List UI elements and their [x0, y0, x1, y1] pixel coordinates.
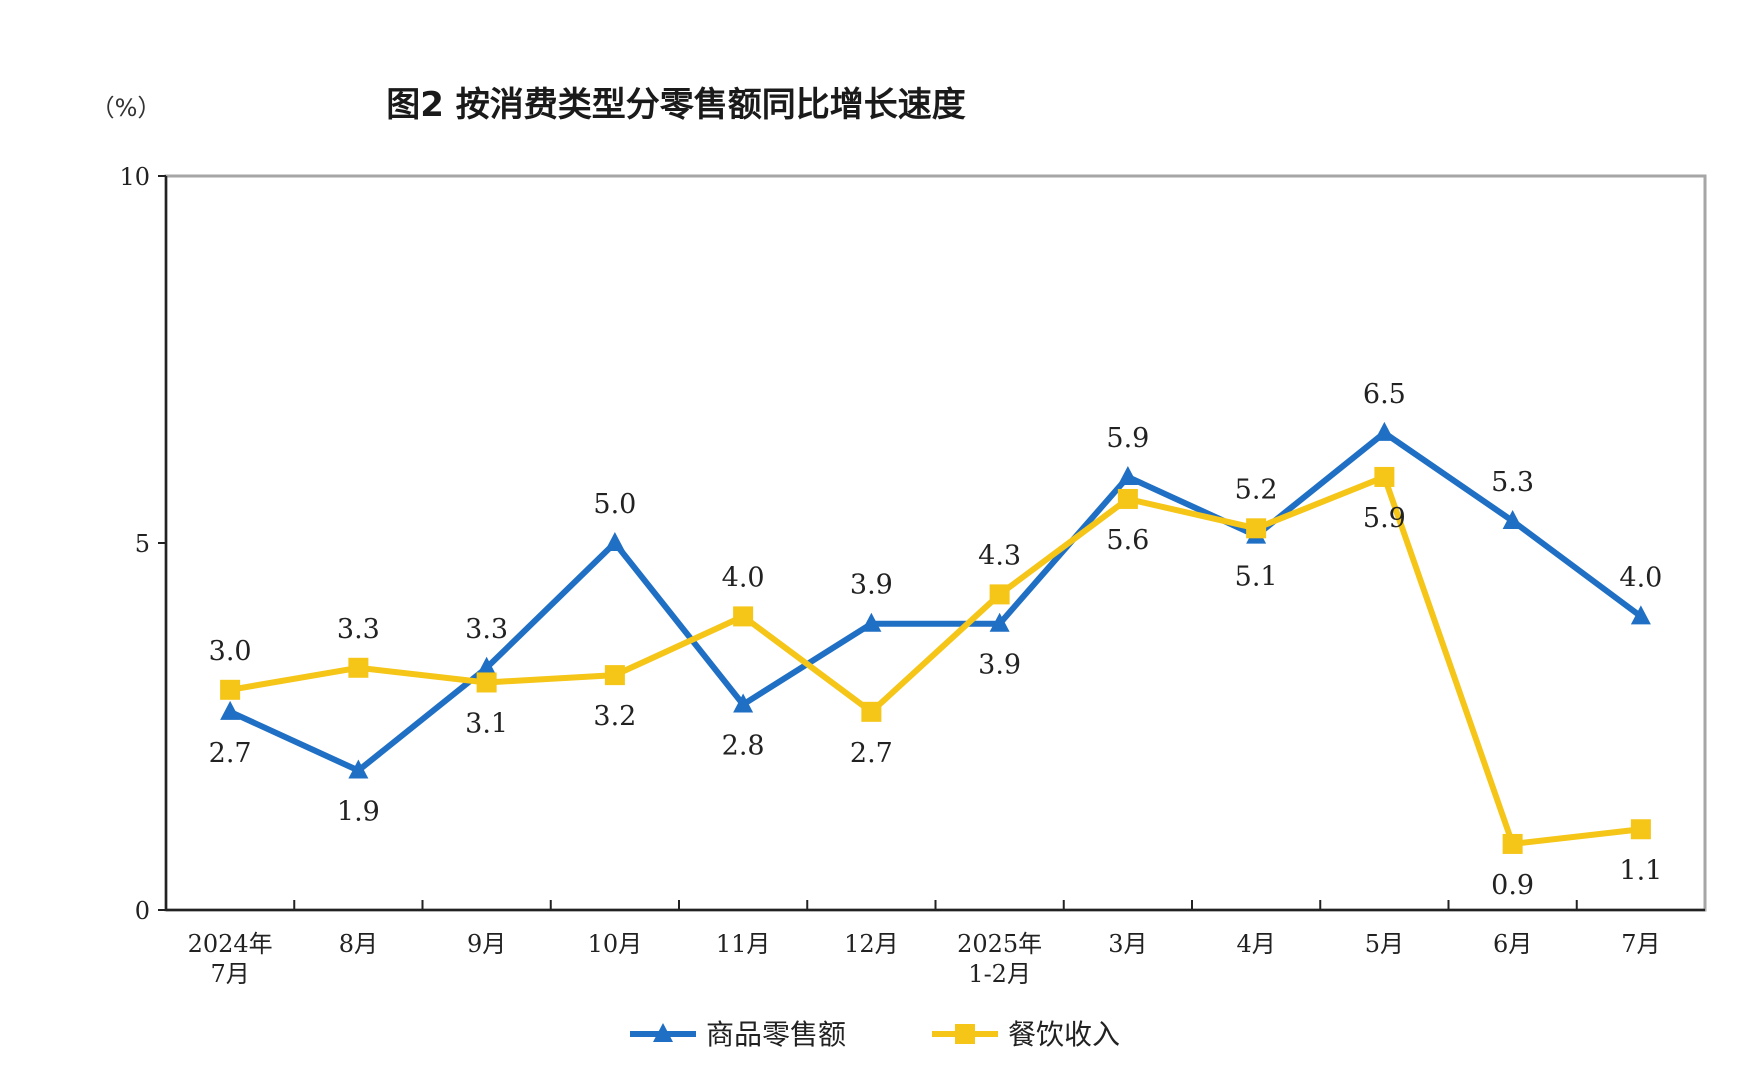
data-label: 2.7: [209, 738, 252, 769]
y-tick-label: 10: [119, 163, 150, 191]
series-1-point: [476, 656, 497, 676]
data-label: 3.9: [978, 650, 1021, 681]
series-line-2: [227, 473, 1644, 847]
data-label: 5.0: [593, 489, 636, 520]
y-axis-unit-label: （%）: [91, 94, 162, 122]
series-1-point: [1374, 421, 1395, 441]
x-tick-label: 7月: [1621, 930, 1660, 958]
x-tick-label: 1-2月: [968, 960, 1031, 988]
x-tick-label: 5月: [1365, 930, 1404, 958]
data-label: 5.6: [1106, 525, 1149, 556]
series-2-point: [1117, 488, 1138, 509]
x-tick-label: 8月: [339, 930, 378, 958]
x-tick-label: 2024年: [188, 930, 273, 958]
data-label: 4.0: [1619, 562, 1662, 593]
series-2-point: [220, 679, 241, 700]
plot-area-frame: [164, 174, 1707, 912]
data-label: 5.9: [1363, 503, 1406, 534]
legend-label-1: 商品零售额: [706, 1018, 846, 1051]
series-layer: [220, 421, 1651, 854]
data-label: 3.3: [337, 614, 380, 645]
legend-label-2: 餐饮收入: [1008, 1018, 1120, 1051]
data-label: 1.1: [1619, 855, 1662, 886]
data-label: 1.9: [337, 797, 380, 828]
x-tick-label: 12月: [844, 930, 899, 958]
data-label: 5.9: [1106, 423, 1149, 454]
series-1-point: [220, 700, 241, 720]
series-1-point: [1502, 509, 1523, 529]
series-1-point: [1630, 605, 1651, 625]
y-axis-ticks: 0 5 10: [119, 163, 166, 925]
data-label: 4.3: [978, 540, 1021, 571]
series-1-point: [1117, 465, 1138, 485]
x-tick-label: 11月: [716, 930, 771, 958]
series-1-point: [733, 693, 754, 713]
x-tick-label: 4月: [1236, 930, 1275, 958]
series-1-point: [348, 759, 369, 779]
data-label: 6.5: [1363, 379, 1406, 410]
series-2-point: [604, 665, 625, 686]
y-tick-label: 5: [135, 530, 150, 558]
series-2-point: [1630, 819, 1651, 840]
y-tick-label: 0: [135, 897, 150, 925]
series-2-point: [476, 672, 497, 693]
x-tick-label: 3月: [1108, 930, 1147, 958]
series-2-point: [1246, 518, 1267, 539]
data-label: 5.1: [1235, 562, 1278, 593]
series-2-point: [348, 657, 369, 678]
legend-marker-square: [955, 1024, 975, 1044]
data-label: 5.3: [1491, 467, 1534, 498]
data-labels: 2.7 1.9 3.3 5.0 2.8 3.9 3.9 5.9 5.1 6.5 5.3 4.0 3.0 3…: [209, 379, 1663, 901]
legend: 商品零售额 餐饮收入: [630, 1018, 1120, 1051]
x-tick-label: 6月: [1493, 930, 1532, 958]
series-1-point: [604, 532, 625, 551]
series-2-point: [1374, 466, 1395, 487]
x-tick-label: 2025年: [957, 930, 1042, 958]
series-1-point: [989, 612, 1010, 632]
data-label: 3.0: [209, 636, 252, 667]
data-label: 5.2: [1235, 474, 1278, 505]
data-label: 4.0: [722, 562, 765, 593]
data-label: 2.8: [722, 730, 765, 761]
series-1-point: [861, 612, 882, 632]
data-label: 3.1: [465, 708, 508, 739]
series-line-1: [227, 429, 1644, 774]
x-tick-label: 10月: [588, 930, 643, 958]
data-label: 3.9: [850, 570, 893, 601]
x-tick-label: 7月: [210, 960, 249, 988]
data-label: 3.3: [465, 614, 508, 645]
x-tick-label: 9月: [467, 930, 506, 958]
series-2-point: [733, 606, 754, 627]
legend-marker-triangle: [653, 1023, 673, 1042]
chart-title: 图2 按消费类型分零售额同比增长速度: [386, 85, 966, 125]
data-label: 2.7: [850, 738, 893, 769]
data-label: 3.2: [593, 701, 636, 732]
series-2-point: [989, 584, 1010, 605]
series-2-point: [1502, 833, 1523, 854]
data-label: 0.9: [1491, 870, 1534, 901]
series-2-point: [861, 701, 882, 722]
